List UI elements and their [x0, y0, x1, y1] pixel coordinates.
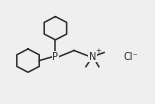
Text: P: P: [52, 52, 58, 62]
Text: N: N: [89, 52, 96, 62]
Text: Cl⁻: Cl⁻: [124, 52, 138, 62]
Text: +: +: [96, 48, 101, 54]
